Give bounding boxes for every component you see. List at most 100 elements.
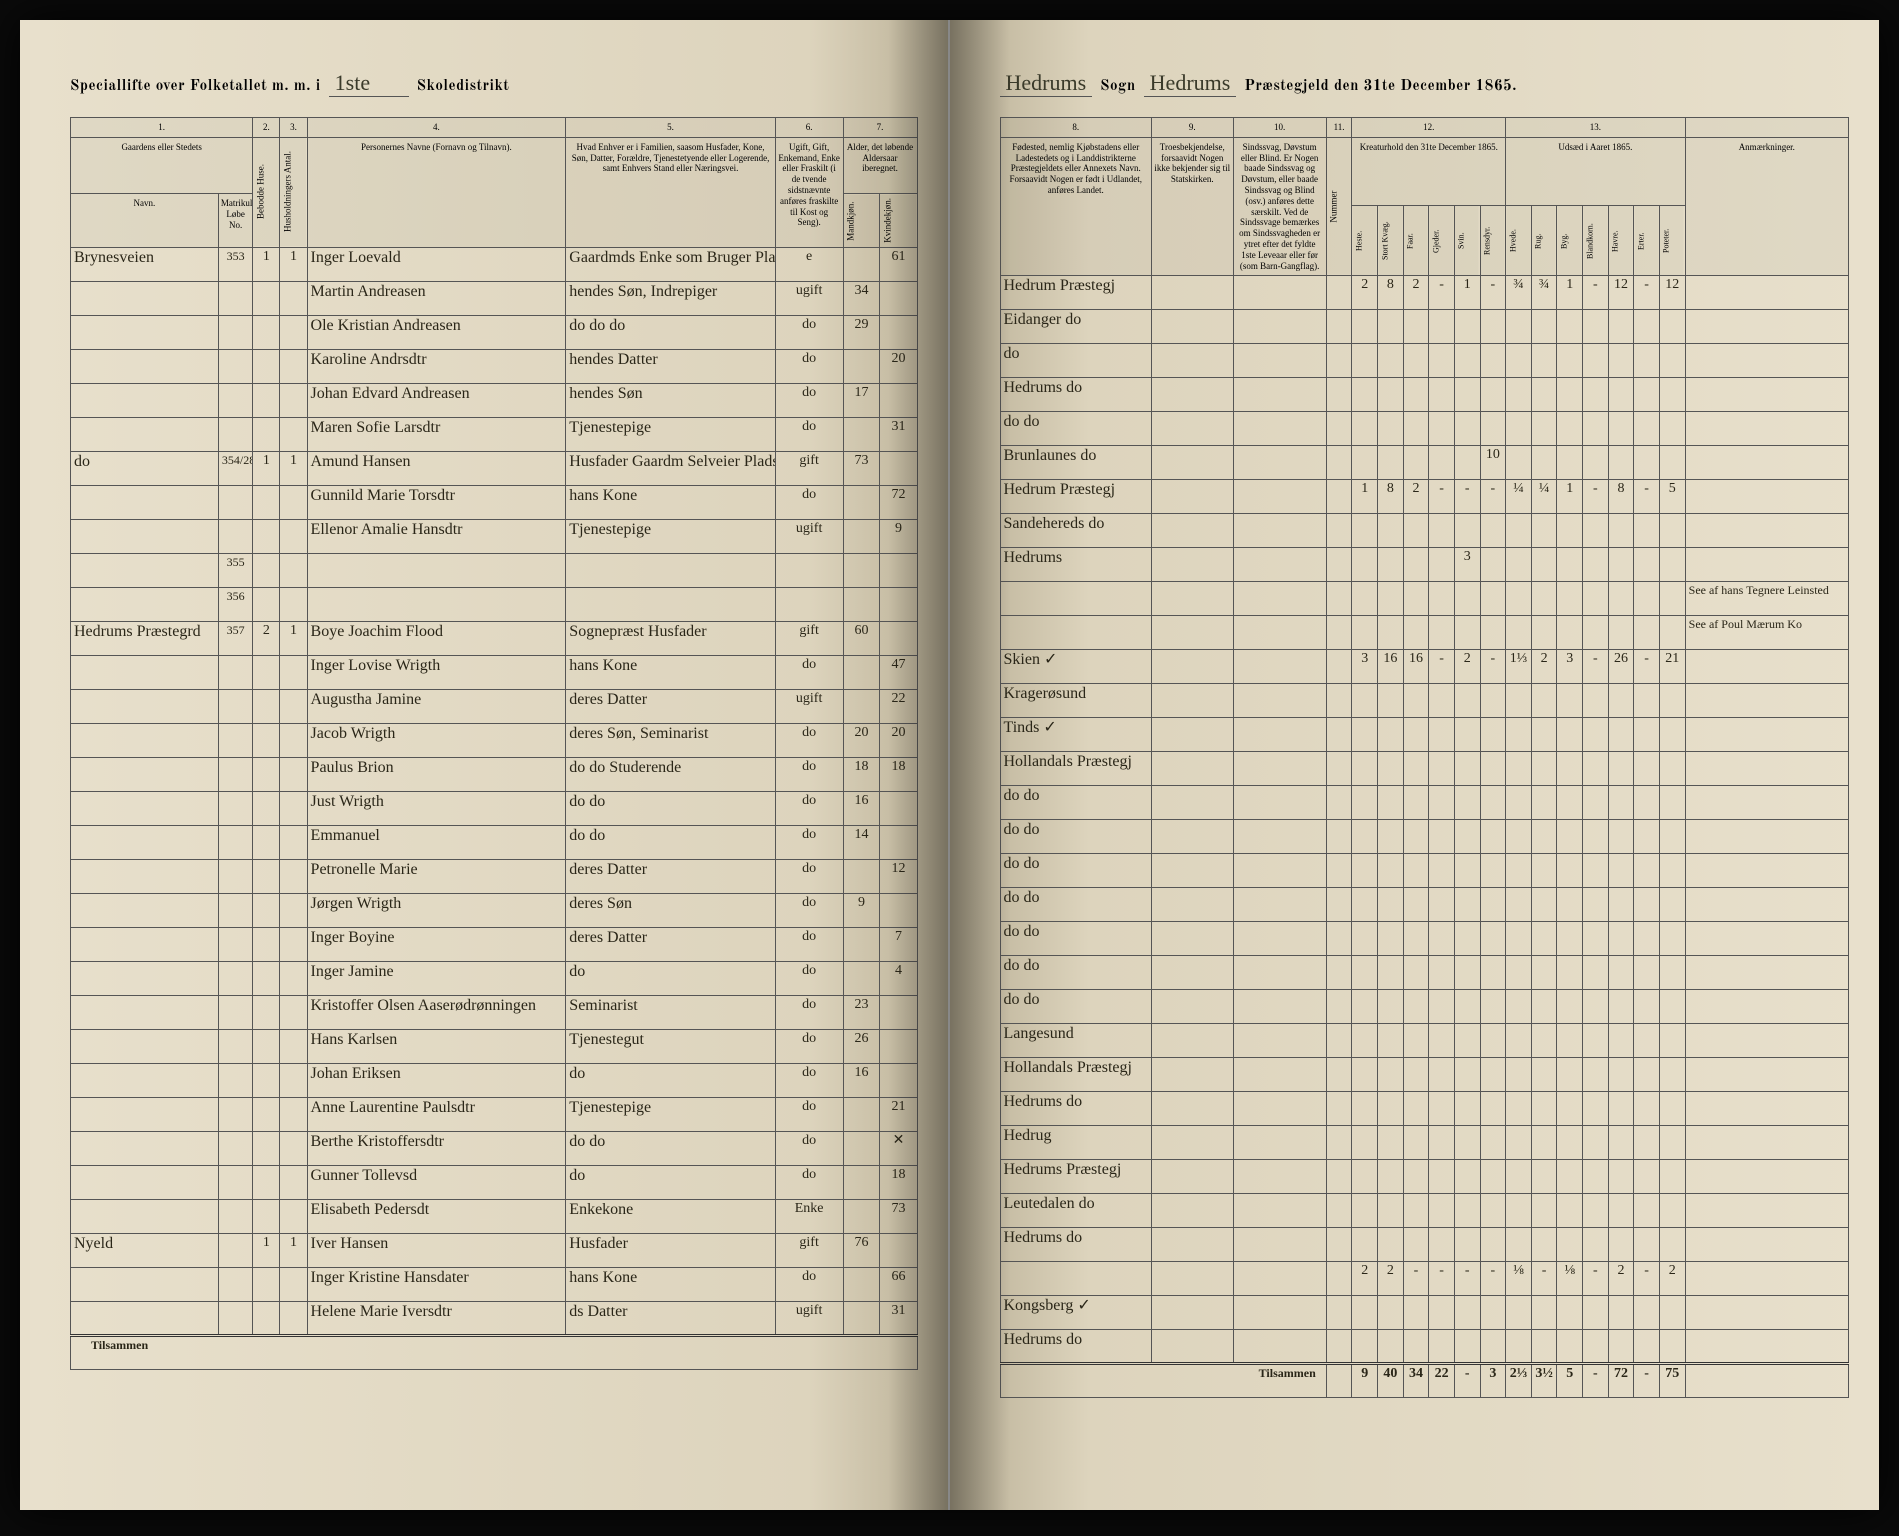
cell-fod: do do: [1000, 888, 1151, 922]
cell-ud: [1506, 344, 1532, 378]
cell-kr: [1352, 514, 1378, 548]
cell-age-m: [843, 1165, 880, 1199]
cell-kr: [1429, 514, 1455, 548]
cell-civil: do: [775, 825, 843, 859]
cell-age-k: [880, 621, 917, 655]
cell-age-m: 14: [843, 825, 880, 859]
cell-ud: [1557, 582, 1583, 616]
cell-fam: [280, 1131, 307, 1165]
cell-ud: [1557, 344, 1583, 378]
table-row: Johan Eriksendodo16: [71, 1063, 918, 1097]
cell-kr: [1352, 1160, 1378, 1194]
cell-kr: [1352, 412, 1378, 446]
table-row: do354/28811Amund HansenHusfader Gaardm S…: [71, 451, 918, 485]
cell-sind: [1233, 684, 1326, 718]
cell-hus: [253, 1029, 280, 1063]
cell-hus: [253, 281, 280, 315]
cell-kr: [1429, 1330, 1455, 1364]
cell-civil: do: [775, 1063, 843, 1097]
cell-ud: [1659, 412, 1685, 446]
cell-kr: [1352, 344, 1378, 378]
cell-ud: [1506, 446, 1532, 480]
cell-ud: [1557, 1126, 1583, 1160]
cell-kr: [1403, 582, 1429, 616]
cell-kr: [1378, 922, 1404, 956]
cell-ud: [1608, 718, 1634, 752]
cell-ud: [1659, 1228, 1685, 1262]
cell-kr: [1480, 786, 1506, 820]
cell-age-m: [843, 961, 880, 995]
table-row: Kongsberg ✓: [1000, 1296, 1849, 1330]
cell-n: [1326, 752, 1352, 786]
cell-civil: gift: [775, 1233, 843, 1267]
cell-ud: [1531, 514, 1557, 548]
cell-kr: [1429, 752, 1455, 786]
cell-ud: [1634, 1160, 1660, 1194]
cell-sind: [1233, 1058, 1326, 1092]
cell-n: [1326, 344, 1352, 378]
cell-ud: [1634, 990, 1660, 1024]
cell-age-m: 16: [843, 1063, 880, 1097]
cell-ud: [1531, 412, 1557, 446]
cell-kr: [1480, 888, 1506, 922]
cell-ud: [1583, 854, 1609, 888]
cell-fod: do do: [1000, 956, 1151, 990]
cell-fam: [280, 995, 307, 1029]
cell-age-m: [843, 1131, 880, 1165]
cell-civil: do: [775, 791, 843, 825]
cell-ud: [1583, 1194, 1609, 1228]
cell-stand: hendes Søn: [566, 383, 775, 417]
cell-sind: [1233, 1024, 1326, 1058]
h-navn: Personernes Navne (Fornavn og Tilnavn).: [307, 137, 566, 247]
cell-age-k: [880, 451, 917, 485]
cell-ud: [1506, 1058, 1532, 1092]
cell-kr: [1403, 786, 1429, 820]
cell-n: [1326, 684, 1352, 718]
cell-fam: [280, 655, 307, 689]
cell-kr: [1352, 820, 1378, 854]
cell-mat: [218, 1199, 253, 1233]
coln-12: 12.: [1352, 118, 1506, 138]
cell-fam: [280, 485, 307, 519]
cell-gaard: [71, 655, 219, 689]
cell-kr: [1352, 990, 1378, 1024]
cell-kr: [1480, 514, 1506, 548]
cell-kr: [1403, 888, 1429, 922]
cell-anm: [1685, 480, 1848, 514]
cell-kr: [1454, 1228, 1480, 1262]
cell-ud: [1634, 446, 1660, 480]
cell-gaard: [71, 281, 219, 315]
cell-kr: [1403, 514, 1429, 548]
table-row: Hans KarlsenTjenestegutdo26: [71, 1029, 918, 1063]
cell-ud: [1608, 1330, 1634, 1364]
cell-kr: [1480, 548, 1506, 582]
cell-age-m: 18: [843, 757, 880, 791]
cell-ud: [1583, 378, 1609, 412]
cell-navn: Anne Laurentine Paulsdtr: [307, 1097, 566, 1131]
cell-hus: 1: [253, 451, 280, 485]
cell-sind: [1233, 446, 1326, 480]
cell-ud: [1583, 990, 1609, 1024]
cell-fam: 1: [280, 451, 307, 485]
cell-mat: [218, 927, 253, 961]
cell-mat: [218, 995, 253, 1029]
cell-navn: Inger Boyine: [307, 927, 566, 961]
table-row: Gunner Tollevsddodo18: [71, 1165, 918, 1199]
cell-fam: [280, 961, 307, 995]
cell-mat: [218, 893, 253, 927]
cell-kr: [1352, 752, 1378, 786]
cell-n: [1326, 378, 1352, 412]
cell-ud: [1583, 1092, 1609, 1126]
census-table-right: 8. 9. 10. 11. 12. 13. Fødested, nemlig K…: [1000, 117, 1850, 1398]
cell-age-k: 21: [880, 1097, 917, 1131]
cell-fam: [280, 281, 307, 315]
cell-ud: [1531, 616, 1557, 650]
cell-n: [1326, 1092, 1352, 1126]
table-row: Hedrug: [1000, 1126, 1849, 1160]
cell-civil: e: [775, 247, 843, 281]
cell-ud: [1506, 922, 1532, 956]
cell-age-m: 76: [843, 1233, 880, 1267]
cell-ud: [1531, 1126, 1557, 1160]
cell-navn: Berthe Kristoffersdtr: [307, 1131, 566, 1165]
table-row: Helene Marie Iversdtrds Datterugift31: [71, 1301, 918, 1335]
